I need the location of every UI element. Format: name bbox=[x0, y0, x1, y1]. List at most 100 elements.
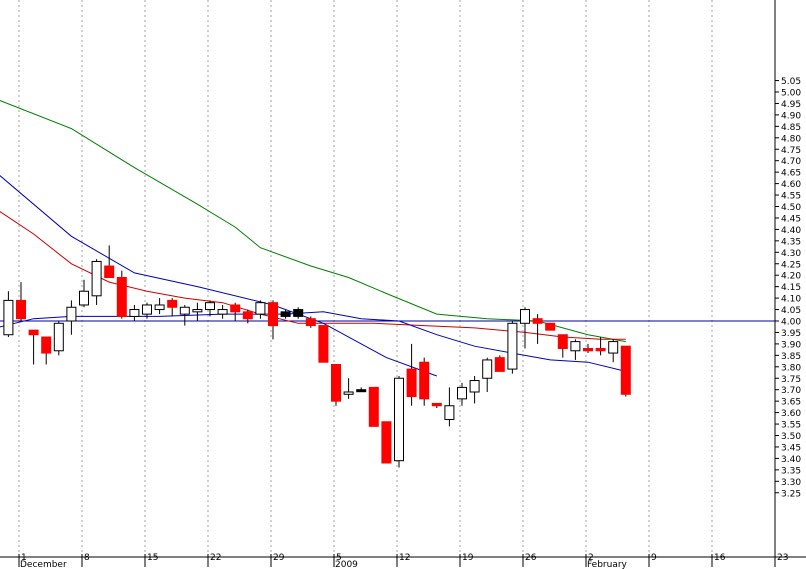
candle-body bbox=[129, 309, 140, 317]
candle bbox=[507, 321, 518, 374]
candle bbox=[142, 302, 152, 319]
candle bbox=[532, 314, 543, 344]
candle bbox=[419, 357, 430, 406]
candle-body bbox=[620, 345, 631, 395]
y-tick-label: 4.45 bbox=[781, 214, 801, 224]
candle bbox=[154, 298, 165, 315]
y-tick-label: 4.50 bbox=[781, 203, 801, 213]
y-tick-label: 3.30 bbox=[781, 478, 801, 488]
y-tick-label: 3.25 bbox=[781, 489, 801, 499]
candle-body bbox=[381, 421, 392, 464]
candle-body bbox=[116, 276, 127, 317]
series-line-3 bbox=[0, 175, 437, 377]
y-tick-label: 4.10 bbox=[781, 295, 801, 305]
candle bbox=[557, 334, 568, 358]
y-tick-label: 3.90 bbox=[781, 340, 801, 350]
candle bbox=[179, 304, 190, 326]
candle-body bbox=[608, 341, 619, 354]
candle bbox=[305, 316, 316, 328]
x-tick-label: 19 bbox=[462, 553, 474, 563]
candle-body bbox=[545, 322, 556, 331]
candle-body bbox=[469, 380, 480, 393]
candle bbox=[66, 300, 77, 335]
y-tick-label: 3.75 bbox=[781, 375, 801, 385]
candle-body bbox=[66, 306, 77, 322]
candle-body bbox=[280, 311, 291, 317]
candle-body bbox=[419, 361, 430, 400]
candle bbox=[129, 304, 140, 321]
candle bbox=[343, 378, 354, 399]
candle bbox=[545, 322, 556, 331]
candle-body bbox=[482, 359, 493, 379]
candle-body bbox=[142, 304, 152, 315]
x-tick-label: 16 bbox=[714, 553, 726, 563]
candle bbox=[570, 339, 581, 360]
x-tick-label: 15 bbox=[147, 553, 158, 563]
y-tick-label: 4.95 bbox=[781, 100, 801, 110]
candle-body bbox=[255, 302, 266, 315]
y-tick-label: 3.60 bbox=[781, 409, 801, 419]
candle-body bbox=[494, 357, 505, 372]
candle bbox=[444, 387, 455, 427]
candle bbox=[104, 245, 115, 278]
candle-body bbox=[507, 322, 518, 370]
period-label: February bbox=[587, 560, 628, 569]
candle-body bbox=[406, 368, 417, 398]
y-tick-label: 4.25 bbox=[781, 260, 801, 270]
y-tick-label: 3.80 bbox=[781, 363, 801, 373]
y-tick-label: 4.80 bbox=[781, 134, 801, 144]
x-tick-label: 1 bbox=[21, 553, 27, 563]
candle-body bbox=[293, 309, 304, 317]
candle bbox=[381, 421, 392, 464]
y-tick-label: 5.00 bbox=[781, 89, 801, 99]
candle-body bbox=[318, 325, 329, 363]
candle bbox=[620, 345, 631, 397]
candle-body bbox=[457, 386, 467, 400]
candle bbox=[406, 343, 417, 406]
y-tick-label: 3.50 bbox=[781, 432, 801, 442]
candle-body bbox=[179, 306, 190, 315]
candle-body bbox=[230, 304, 241, 313]
candle bbox=[217, 304, 228, 319]
series-line-4 bbox=[0, 311, 626, 372]
candle bbox=[53, 321, 64, 356]
y-tick-label: 3.70 bbox=[781, 386, 801, 396]
y-tick-label: 3.55 bbox=[781, 421, 801, 431]
y-tick-label: 4.40 bbox=[781, 226, 801, 236]
y-tick-label: 4.75 bbox=[781, 146, 801, 156]
candle-body bbox=[167, 299, 178, 308]
candle bbox=[356, 387, 367, 393]
candle bbox=[116, 270, 127, 319]
x-tick-label: 26 bbox=[525, 553, 537, 563]
candle-body bbox=[356, 389, 367, 393]
x-tick-label: 8 bbox=[84, 553, 90, 563]
candle bbox=[457, 382, 467, 406]
candle bbox=[394, 375, 404, 468]
candle bbox=[79, 279, 89, 308]
x-tick-label: 2 bbox=[588, 553, 594, 563]
candle-body bbox=[595, 347, 606, 352]
candle-body bbox=[3, 299, 14, 336]
candle bbox=[91, 259, 102, 305]
y-tick-label: 4.20 bbox=[781, 272, 801, 282]
candle bbox=[318, 325, 329, 363]
y-tick-label: 3.35 bbox=[781, 466, 801, 476]
candle-body bbox=[305, 318, 316, 327]
y-tick-label: 3.85 bbox=[781, 352, 801, 362]
candles bbox=[3, 245, 631, 468]
candle-body bbox=[217, 309, 228, 315]
candle-body bbox=[104, 265, 115, 278]
x-tick-label: 5 bbox=[336, 553, 342, 563]
candle-body bbox=[205, 302, 215, 311]
candle-body bbox=[444, 405, 455, 420]
y-tick-label: 4.60 bbox=[781, 180, 801, 190]
candle bbox=[205, 300, 215, 317]
candle-body bbox=[557, 334, 568, 349]
x-tick-label: 12 bbox=[399, 553, 410, 563]
candle-body bbox=[192, 309, 203, 313]
period-label: December bbox=[20, 560, 67, 569]
period-label: 2009 bbox=[335, 560, 358, 569]
y-tick-label: 3.40 bbox=[781, 455, 801, 465]
candle bbox=[28, 329, 39, 365]
